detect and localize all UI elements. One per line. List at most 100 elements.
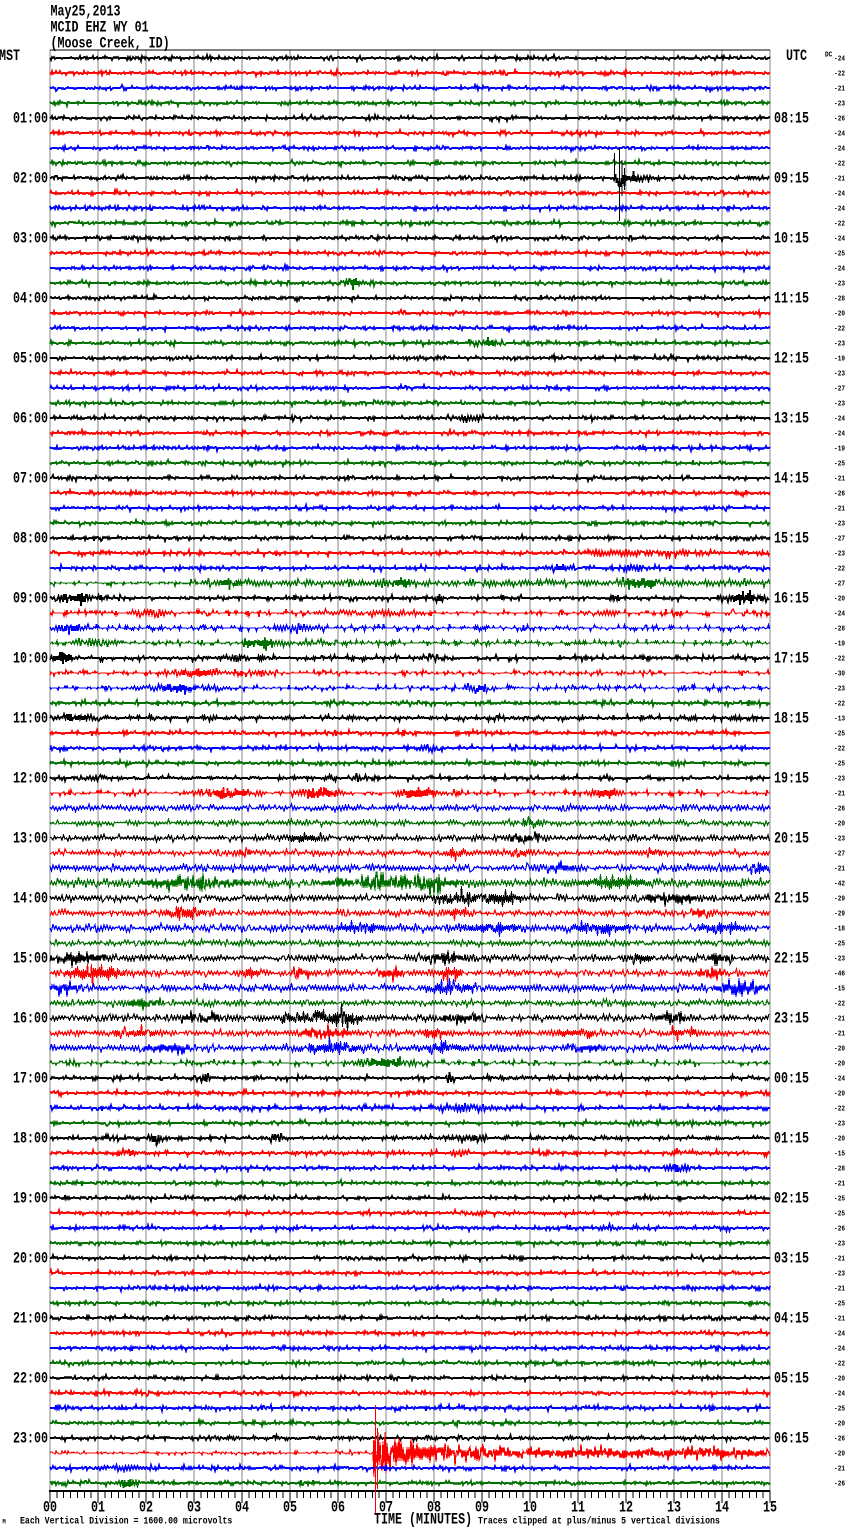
svg-text:-23: -23	[834, 1270, 845, 1279]
svg-text:-23: -23	[834, 835, 845, 844]
svg-text:-19: -19	[834, 355, 845, 364]
svg-text:13: 13	[667, 1499, 681, 1517]
svg-text:M: M	[3, 1518, 7, 1525]
svg-text:-24: -24	[834, 265, 845, 274]
svg-text:-25: -25	[834, 460, 845, 469]
svg-text:-20: -20	[834, 1060, 845, 1069]
svg-text:-46: -46	[834, 970, 845, 979]
svg-text:14:00: 14:00	[13, 890, 48, 908]
svg-text:-21: -21	[834, 475, 845, 484]
svg-text:-21: -21	[834, 1180, 845, 1189]
svg-text:11:15: 11:15	[774, 290, 809, 308]
svg-text:-20: -20	[834, 595, 845, 604]
svg-text:22:15: 22:15	[774, 950, 809, 968]
svg-text:-21: -21	[834, 1255, 845, 1264]
svg-text:04: 04	[235, 1499, 249, 1517]
svg-text:00:15: 00:15	[774, 1070, 809, 1088]
svg-text:Each Vertical Division = 1600.: Each Vertical Division = 1600.00 microvo…	[20, 1515, 233, 1527]
svg-text:-15: -15	[834, 1150, 845, 1159]
svg-text:-21: -21	[834, 790, 845, 799]
svg-text:-26: -26	[834, 490, 845, 499]
svg-text:08:15: 08:15	[774, 110, 809, 128]
svg-text:-27: -27	[834, 535, 845, 544]
svg-text:23:15: 23:15	[774, 1010, 809, 1028]
svg-text:01: 01	[91, 1499, 105, 1517]
svg-text:05:15: 05:15	[774, 1370, 809, 1388]
svg-text:Traces clipped at plus/minus 5: Traces clipped at plus/minus 5 vertical …	[478, 1515, 720, 1527]
svg-text:-27: -27	[834, 385, 845, 394]
svg-text:-24: -24	[834, 610, 845, 619]
svg-text:-23: -23	[834, 685, 845, 694]
svg-text:MST: MST	[0, 48, 20, 66]
svg-text:10:00: 10:00	[13, 650, 48, 668]
svg-text:-29: -29	[834, 910, 845, 919]
svg-text:-21: -21	[834, 865, 845, 874]
svg-text:-20: -20	[834, 1375, 845, 1384]
svg-text:-26: -26	[834, 805, 845, 814]
svg-text:01:15: 01:15	[774, 1130, 809, 1148]
svg-text:-19: -19	[834, 640, 845, 649]
svg-text:-22: -22	[834, 1105, 845, 1114]
svg-text:-26: -26	[834, 1435, 845, 1444]
svg-text:-28: -28	[834, 1165, 845, 1174]
svg-text:UTC: UTC	[786, 47, 808, 65]
svg-text:-26: -26	[834, 1225, 845, 1234]
svg-text:-23: -23	[834, 100, 845, 109]
svg-text:02:15: 02:15	[774, 1190, 809, 1208]
svg-text:-23: -23	[834, 400, 845, 409]
svg-text:-18: -18	[834, 925, 845, 934]
svg-text:-21: -21	[834, 175, 845, 184]
svg-text:13:00: 13:00	[13, 830, 48, 848]
svg-text:15:15: 15:15	[774, 530, 809, 548]
svg-text:-21: -21	[834, 1285, 845, 1294]
svg-text:03:00: 03:00	[13, 230, 48, 248]
svg-text:-22: -22	[834, 160, 845, 169]
svg-text:09: 09	[475, 1499, 489, 1517]
svg-text:-24: -24	[834, 1390, 845, 1399]
svg-text:-25: -25	[834, 1300, 845, 1309]
svg-text:-23: -23	[834, 1120, 845, 1129]
svg-text:11: 11	[571, 1499, 585, 1517]
svg-text:-21: -21	[834, 1015, 845, 1024]
svg-text:-24: -24	[834, 55, 845, 64]
svg-text:02: 02	[139, 1499, 153, 1517]
svg-text:-20: -20	[834, 820, 845, 829]
svg-text:-22: -22	[834, 655, 845, 664]
svg-text:05: 05	[283, 1499, 297, 1517]
svg-text:-25: -25	[834, 1210, 845, 1219]
svg-text:09:15: 09:15	[774, 170, 809, 188]
svg-text:DC: DC	[825, 51, 832, 60]
svg-text:-24: -24	[834, 130, 845, 139]
svg-text:-21: -21	[834, 1030, 845, 1039]
svg-text:-25: -25	[834, 940, 845, 949]
svg-text:-20: -20	[834, 1450, 845, 1459]
svg-text:-24: -24	[834, 1330, 845, 1339]
svg-text:-22: -22	[834, 745, 845, 754]
svg-text:-20: -20	[834, 1135, 845, 1144]
svg-text:-20: -20	[834, 1090, 845, 1099]
svg-text:-23: -23	[834, 520, 845, 529]
svg-text:22:00: 22:00	[13, 1370, 48, 1388]
svg-text:-23: -23	[834, 550, 845, 559]
svg-text:-22: -22	[834, 1000, 845, 1009]
svg-text:10:15: 10:15	[774, 230, 809, 248]
svg-text:May25,2013: May25,2013	[51, 3, 121, 21]
svg-text:23:00: 23:00	[13, 1430, 48, 1448]
svg-text:-24: -24	[834, 235, 845, 244]
svg-text:15: 15	[763, 1499, 777, 1517]
svg-text:-23: -23	[834, 775, 845, 784]
svg-text:20:15: 20:15	[774, 830, 809, 848]
svg-text:-24: -24	[834, 190, 845, 199]
svg-text:-21: -21	[834, 1465, 845, 1474]
svg-text:-22: -22	[834, 1360, 845, 1369]
svg-text:-24: -24	[834, 1075, 845, 1084]
svg-text:-30: -30	[834, 670, 845, 679]
svg-text:08: 08	[427, 1499, 441, 1517]
svg-text:-28: -28	[834, 295, 845, 304]
svg-text:16:00: 16:00	[13, 1010, 48, 1028]
svg-text:MCID EHZ WY 01: MCID EHZ WY 01	[51, 19, 149, 37]
svg-text:06:15: 06:15	[774, 1430, 809, 1448]
svg-text:-42: -42	[834, 880, 845, 889]
svg-text:-25: -25	[834, 1405, 845, 1414]
svg-text:-25: -25	[834, 1195, 845, 1204]
